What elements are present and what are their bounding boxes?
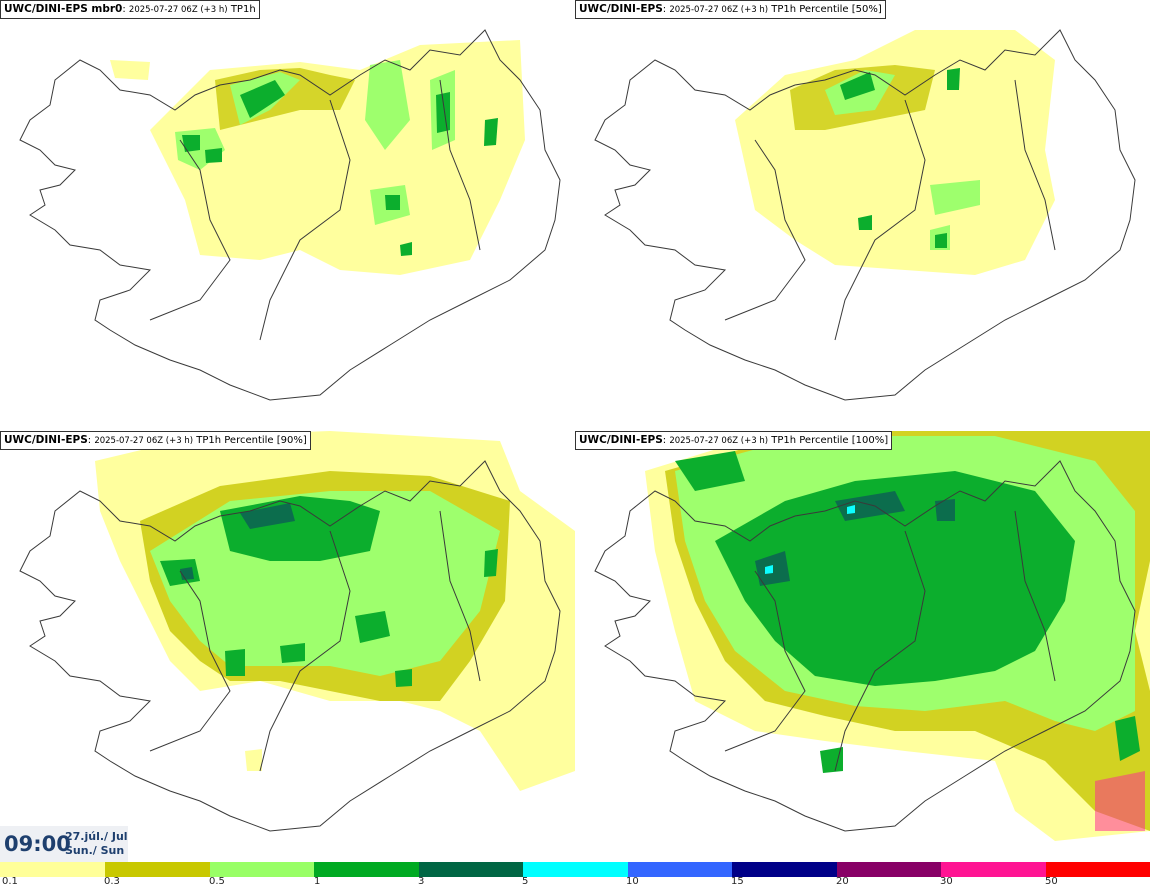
valid-time-box: 09:00 27.júl./ Jul Sun./ Sun <box>0 826 128 862</box>
map-panel-mbr0: UWC/DINI-EPS mbr0: 2025-07-27 06Z (+3 h)… <box>0 0 575 431</box>
date-line-1: 27.júl./ Jul <box>65 830 128 843</box>
legend-swatch <box>837 862 941 877</box>
legend-swatch <box>523 862 628 877</box>
field-name: TP1h Percentile [100%] <box>771 435 889 446</box>
legend-swatch <box>105 862 210 877</box>
valid-date: 27.júl./ Jul Sun./ Sun <box>65 830 128 858</box>
precip-shading <box>95 431 575 791</box>
legend-swatch <box>732 862 837 877</box>
precip-shading <box>110 40 525 275</box>
run-time: 2025-07-27 06Z (+3 h) <box>94 436 194 446</box>
date-line-2: Sun./ Sun <box>65 844 125 857</box>
coastline <box>594 29 1136 401</box>
precip-map <box>19 431 575 832</box>
model-name: UWC/DINI-EPS <box>579 3 663 15</box>
legend-label: 3 <box>418 876 425 887</box>
legend-swatch <box>0 862 105 877</box>
legend-label: 20 <box>836 876 849 887</box>
model-name: UWC/DINI-EPS mbr0 <box>4 3 123 15</box>
legend-label: 0.3 <box>104 876 120 887</box>
panel-title: UWC/DINI-EPS mbr0: 2025-07-27 06Z (+3 h)… <box>0 0 260 19</box>
legend-label: 15 <box>731 876 744 887</box>
legend-swatch <box>210 862 314 877</box>
valid-time: 09:00 <box>4 832 71 856</box>
coastline <box>19 29 561 401</box>
legend-swatch <box>419 862 523 877</box>
panel-title: UWC/DINI-EPS: 2025-07-27 06Z (+3 h) TP1h… <box>575 431 893 450</box>
map-panel-p90: UWC/DINI-EPS: 2025-07-27 06Z (+3 h) TP1h… <box>0 431 575 862</box>
map-panel-p50: UWC/DINI-EPS: 2025-07-27 06Z (+3 h) TP1h… <box>575 0 1150 431</box>
legend-label: 50 <box>1045 876 1058 887</box>
coastline <box>19 460 561 832</box>
precip-shading <box>735 30 1055 275</box>
run-time: 2025-07-27 06Z (+3 h) <box>669 5 769 15</box>
legend-label: 1 <box>314 876 321 887</box>
legend-label: 10 <box>626 876 639 887</box>
coastline <box>594 460 1136 832</box>
precip-map <box>19 29 561 401</box>
run-time: 2025-07-27 06Z (+3 h) <box>669 436 769 446</box>
map-panel-p100: UWC/DINI-EPS: 2025-07-27 06Z (+3 h) TP1h… <box>575 431 1150 862</box>
precip-map <box>594 431 1150 841</box>
model-name: UWC/DINI-EPS <box>579 434 663 446</box>
precip-colorbar <box>0 862 1150 877</box>
model-name: UWC/DINI-EPS <box>4 434 88 446</box>
run-time: 2025-07-27 06Z (+3 h) <box>128 5 228 15</box>
legend-label: 0.1 <box>2 876 18 887</box>
legend-swatch <box>314 862 419 877</box>
precip-map <box>594 29 1136 401</box>
legend-label: 30 <box>940 876 953 887</box>
legend-swatch <box>941 862 1046 877</box>
field-name: TP1h <box>230 4 256 15</box>
legend-label: 0.5 <box>209 876 225 887</box>
precip-shading <box>645 431 1150 841</box>
field-name: TP1h Percentile [90%] <box>196 435 307 446</box>
legend-swatch <box>1046 862 1150 877</box>
field-name: TP1h Percentile [50%] <box>771 4 882 15</box>
panel-title: UWC/DINI-EPS: 2025-07-27 06Z (+3 h) TP1h… <box>575 0 886 19</box>
panel-title: UWC/DINI-EPS: 2025-07-27 06Z (+3 h) TP1h… <box>0 431 311 450</box>
legend-label: 5 <box>522 876 529 887</box>
legend-swatch <box>628 862 732 877</box>
